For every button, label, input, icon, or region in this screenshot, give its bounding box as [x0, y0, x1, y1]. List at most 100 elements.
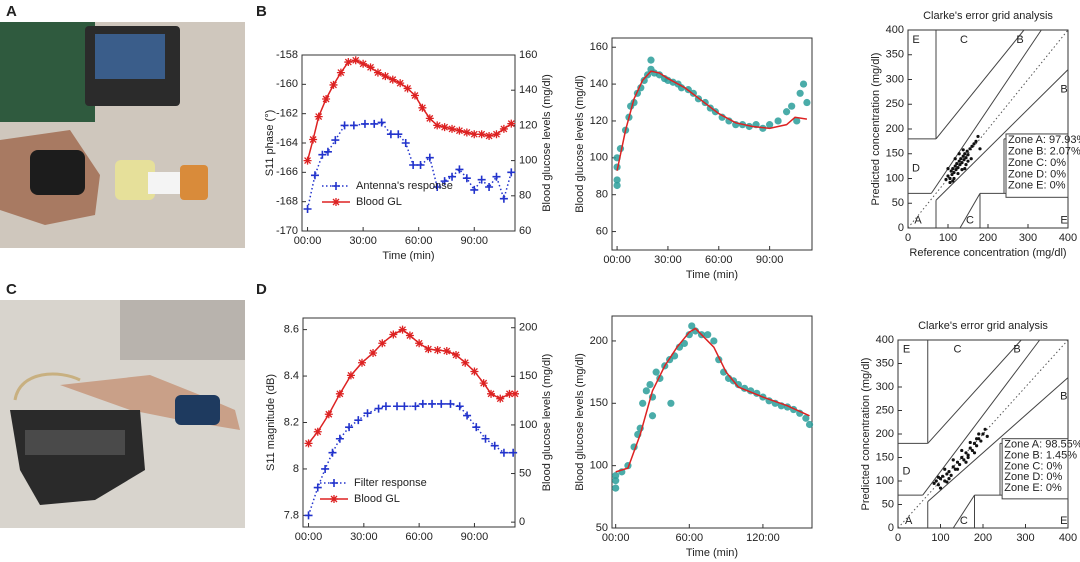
point [951, 179, 955, 183]
point [956, 171, 960, 176]
y-tick-label: 350 [876, 357, 894, 369]
star-marker [470, 130, 479, 139]
circle-marker [612, 477, 620, 485]
point [958, 163, 962, 167]
panel-label: B [256, 3, 267, 20]
zone-stat: Zone E: 0% [1004, 482, 1062, 494]
zone-label: C [954, 343, 962, 355]
y-tick-label: 0 [898, 222, 904, 234]
star-marker [403, 84, 412, 93]
zone-line [927, 377, 1069, 503]
x-tick-label: 0 [895, 532, 901, 544]
star-marker [448, 124, 457, 133]
zone-label: E [912, 34, 919, 46]
x-tick-label: 100 [931, 532, 949, 544]
chart: 7.8 8 8.2 8.4 8.6 0 50 100 150 200 00:00 30:00 60:00… [265, 317, 553, 543]
star-marker [418, 103, 427, 112]
plus-marker [477, 175, 486, 184]
plus-marker [349, 121, 358, 130]
zone-label: B [1013, 343, 1020, 355]
series-line [615, 327, 810, 473]
plus-marker [492, 172, 501, 181]
y2-tick-label: 100 [519, 155, 537, 167]
zone-line [959, 193, 981, 229]
zone-line [935, 29, 1025, 140]
legend-label: Antenna's response [356, 180, 453, 192]
plus-marker [377, 118, 386, 127]
y-tick-label: 8.6 [284, 324, 299, 336]
y-tick-label: 100 [876, 475, 894, 487]
zone-label: B [1016, 34, 1023, 46]
zone-stat: Zone D: 0% [1004, 471, 1062, 483]
star-marker [329, 80, 338, 89]
plus-marker [386, 130, 395, 139]
point [965, 149, 969, 153]
circle-marker [646, 380, 654, 389]
point [943, 467, 947, 471]
point [948, 176, 952, 181]
point [972, 451, 977, 455]
star-marker [335, 389, 344, 398]
chart: -170 -168 -166 -164 -162 -160 -158 60 80 100 120 14… [264, 49, 553, 262]
plot-frame [611, 37, 813, 251]
plus-marker [381, 402, 390, 411]
star-marker [424, 345, 433, 354]
x-tick-label: 30:00 [350, 531, 378, 543]
y-tick-label: 160 [590, 41, 608, 53]
star-marker [499, 124, 508, 133]
plus-marker [411, 402, 420, 411]
circle-marker [788, 102, 796, 110]
y2-tick-label: 50 [519, 467, 531, 479]
point [953, 164, 957, 168]
y2-tick-label: 100 [519, 419, 537, 431]
star-marker [332, 198, 340, 206]
star-marker [415, 339, 424, 348]
chart: 0 50 100 150 200 250 300 350 400 0 100 200 300 400 Cla… [860, 320, 1080, 544]
x-tick-label: 00:00 [602, 532, 630, 544]
plus-marker [332, 182, 340, 190]
panel-label: D [256, 281, 267, 298]
y-tick-label: -164 [276, 137, 298, 149]
star-marker [507, 119, 516, 128]
point [968, 147, 972, 151]
star-marker [433, 346, 442, 355]
star-marker [373, 68, 382, 77]
y-tick-label: 200 [876, 428, 894, 440]
x-tick-label: 90:00 [461, 531, 489, 543]
circle-marker [685, 331, 693, 339]
y-tick-label: 80 [596, 189, 608, 201]
zone-line [927, 339, 1022, 444]
zone-label: A [914, 214, 922, 226]
plus-marker [321, 464, 330, 473]
point [949, 169, 953, 173]
point [975, 437, 979, 441]
panel-label: A [6, 3, 17, 20]
star-marker [309, 135, 318, 144]
x-tick-label: 60:00 [405, 531, 433, 543]
y-axis-label: Predicted concentration (mg/dl) [860, 358, 872, 511]
plus-marker [331, 136, 340, 145]
point [979, 439, 983, 443]
circle-marker [667, 399, 675, 407]
y-tick-label: 140 [590, 78, 608, 90]
point [960, 455, 964, 460]
legend-label: Filter response [354, 477, 427, 489]
x-tick-label: 300 [1016, 532, 1034, 544]
zone-label: D [912, 163, 920, 175]
plus-marker [437, 399, 446, 408]
y-axis-label: S11 magnitude (dB) [265, 374, 277, 471]
panel-label: C [6, 281, 17, 298]
y-tick-label: 7.8 [284, 509, 299, 521]
star-marker [322, 95, 331, 103]
plus-marker [507, 168, 516, 177]
plus-marker [313, 483, 322, 492]
circle-marker [799, 80, 808, 88]
plus-marker [400, 402, 409, 411]
plus-marker [455, 402, 464, 411]
zone-line [930, 29, 1042, 194]
zone-label: B [1060, 83, 1067, 95]
point [970, 448, 974, 453]
star-marker [479, 379, 488, 388]
point [964, 163, 968, 167]
y-tick-label: 150 [886, 148, 904, 160]
